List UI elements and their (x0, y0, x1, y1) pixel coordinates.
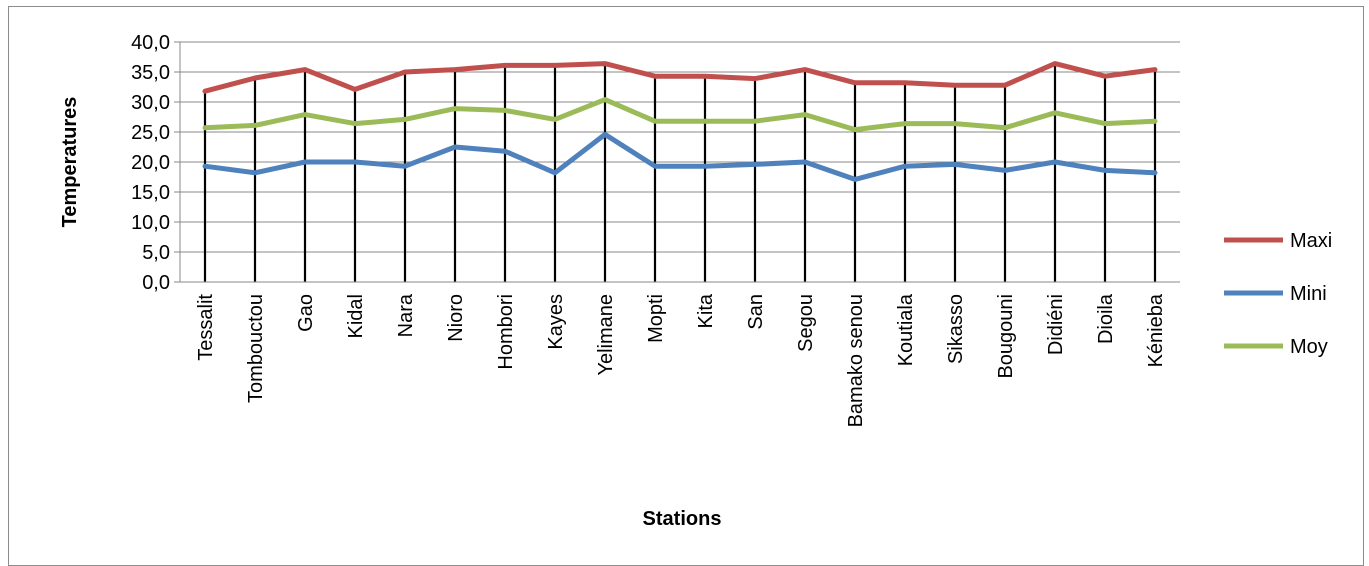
y-tick-label: 25,0 (131, 122, 170, 144)
y-tick-label: 5,0 (142, 242, 170, 264)
x-tick-label: Koutiala (895, 293, 917, 366)
legend-label-maxi: Maxi (1290, 230, 1332, 252)
x-tick-label: San (745, 294, 767, 330)
x-tick-label: Nioro (445, 294, 467, 342)
y-tick-label: 15,0 (131, 182, 170, 204)
legend-label-mini: Mini (1290, 283, 1327, 305)
series-line-mini (202, 131, 1158, 182)
x-tick-label: Bamako senou (845, 294, 867, 427)
x-tick-label: Yelimane (595, 294, 617, 376)
x-tick-label: Segou (795, 294, 817, 352)
axes: 0,0 5,0 10,0 15,0 20,0 25,0 30,0 35,0 40,0 Tessal… (131, 32, 1180, 427)
series-line-moy (202, 97, 1158, 133)
drop-lines (203, 63, 1157, 282)
x-tick-label: Sikasso (945, 294, 967, 364)
x-tick-label: Hombori (495, 294, 517, 370)
x-tick-label: Kidal (345, 294, 367, 338)
y-axis-title: Temperatures (59, 97, 81, 228)
x-tick-label: Didiéni (1045, 294, 1067, 355)
series-line-maxi (202, 61, 1158, 94)
series-lines (202, 61, 1158, 182)
x-tick-label: Gao (295, 294, 317, 332)
y-tick-label: 0,0 (142, 272, 170, 294)
chart-frame (8, 6, 1364, 566)
x-tick-label: Bougouni (995, 294, 1017, 379)
y-tick-label: 20,0 (131, 152, 170, 174)
x-tick-label: Tombouctou (245, 294, 267, 403)
legend-label-moy: Moy (1290, 336, 1328, 358)
x-tick-label: Kayes (545, 294, 567, 350)
x-axis-title: Stations (643, 508, 722, 530)
x-tick-label: Dioila (1095, 293, 1117, 344)
y-tick-label: 35,0 (131, 62, 170, 84)
x-tick-label: Nara (395, 293, 417, 337)
y-tick-label: 10,0 (131, 212, 170, 234)
x-tick-label: Mopti (645, 294, 667, 343)
legend: Maxi Mini Moy (1224, 230, 1332, 358)
y-tick-label: 40,0 (131, 32, 170, 54)
x-tick-label: Kénieba (1145, 293, 1167, 367)
y-tick-label: 30,0 (131, 92, 170, 114)
x-tick-label: Tessalit (195, 294, 217, 361)
x-tick-label: Kita (695, 293, 717, 328)
